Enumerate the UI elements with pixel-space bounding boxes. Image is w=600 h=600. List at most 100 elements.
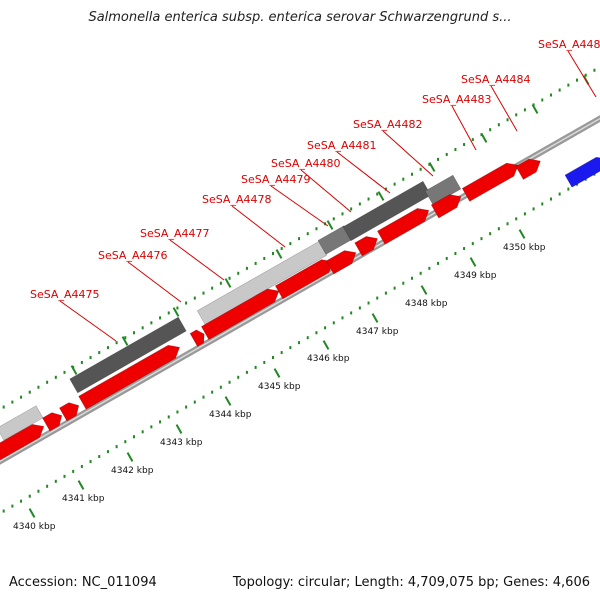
minor-tick bbox=[124, 336, 127, 340]
minor-tick bbox=[471, 242, 474, 246]
cds-arrow bbox=[189, 329, 205, 347]
minor-tick bbox=[80, 464, 83, 468]
gene-label: SeSA_A4478 bbox=[202, 193, 271, 206]
cds-arrow bbox=[515, 158, 541, 180]
kbp-tick-label: 4350 kbp bbox=[503, 243, 546, 253]
minor-tick bbox=[306, 232, 309, 236]
minor-tick bbox=[393, 182, 396, 186]
minor-tick bbox=[20, 499, 23, 503]
minor-tick bbox=[332, 217, 335, 221]
minor-tick bbox=[63, 370, 66, 374]
minor-tick bbox=[384, 187, 387, 191]
major-tick bbox=[371, 313, 379, 323]
minor-tick bbox=[558, 88, 561, 92]
cds-arrow-shape bbox=[200, 288, 280, 340]
minor-tick bbox=[271, 356, 274, 360]
gene-label: SeSA_A4484 bbox=[461, 73, 530, 86]
kbp-tick-label: 4340 kbp bbox=[13, 522, 56, 532]
minor-tick bbox=[497, 123, 500, 127]
major-tick bbox=[224, 396, 232, 406]
cds-arrow bbox=[78, 344, 181, 410]
gene-leader-line bbox=[270, 185, 329, 227]
minor-tick bbox=[289, 242, 292, 246]
minor-tick bbox=[515, 217, 518, 221]
minor-tick bbox=[480, 237, 483, 241]
major-tick bbox=[518, 229, 526, 239]
minor-tick bbox=[237, 271, 240, 275]
major-tick bbox=[121, 336, 129, 346]
minor-tick bbox=[454, 251, 457, 255]
kbp-tick-label: 4348 kbp bbox=[405, 299, 448, 309]
minor-tick bbox=[558, 192, 561, 196]
minor-tick bbox=[593, 68, 596, 72]
minor-tick bbox=[202, 291, 205, 295]
gene-leader-line bbox=[451, 105, 477, 151]
major-tick bbox=[77, 480, 85, 490]
minor-tick bbox=[445, 152, 448, 156]
gene-label: SeSA_A4482 bbox=[353, 118, 422, 131]
gc-segment bbox=[69, 316, 187, 394]
gene-label: SeSA_A4483 bbox=[422, 93, 491, 106]
major-tick bbox=[172, 307, 180, 317]
minor-tick bbox=[419, 271, 422, 275]
minor-tick bbox=[419, 167, 422, 171]
cds-arrow-blue bbox=[564, 156, 600, 188]
cds-arrow bbox=[59, 402, 80, 422]
major-tick bbox=[326, 220, 334, 230]
minor-tick bbox=[280, 351, 283, 355]
gene-label: SeSA_A4486 bbox=[538, 38, 600, 51]
accession-text: Accession: NC_011094 bbox=[9, 575, 157, 590]
major-tick bbox=[273, 368, 281, 378]
minor-tick bbox=[576, 78, 579, 82]
minor-tick bbox=[106, 450, 109, 454]
kbp-tick-label: 4346 kbp bbox=[307, 354, 350, 364]
minor-tick bbox=[254, 365, 257, 369]
major-tick bbox=[126, 452, 134, 462]
map-title: Salmonella enterica subsp. enterica sero… bbox=[88, 10, 512, 25]
gene-label: SeSA_A4479 bbox=[241, 173, 310, 186]
minor-tick bbox=[298, 237, 301, 241]
minor-tick bbox=[245, 266, 248, 270]
minor-tick bbox=[37, 489, 40, 493]
gene-leader-line bbox=[567, 50, 597, 98]
cds-arrow-shape bbox=[189, 329, 205, 347]
minor-tick bbox=[410, 172, 413, 176]
minor-tick bbox=[306, 336, 309, 340]
minor-tick bbox=[384, 291, 387, 295]
minor-tick bbox=[176, 410, 179, 414]
minor-tick bbox=[463, 143, 466, 147]
major-tick bbox=[224, 278, 232, 288]
cds-arrow-blue-shape bbox=[564, 156, 600, 188]
minor-tick bbox=[193, 296, 196, 300]
minor-tick bbox=[523, 212, 526, 216]
minor-tick bbox=[150, 321, 153, 325]
minor-tick bbox=[167, 415, 170, 419]
minor-tick bbox=[254, 261, 257, 265]
gene-label: SeSA_A4480 bbox=[271, 157, 340, 170]
cds-arrow bbox=[430, 194, 462, 219]
minor-tick bbox=[228, 276, 231, 280]
kbp-tick-label: 4342 kbp bbox=[111, 466, 154, 476]
cds-arrow bbox=[376, 208, 430, 245]
minor-tick bbox=[506, 222, 509, 226]
gc-segment-shape bbox=[196, 240, 328, 326]
minor-tick bbox=[28, 494, 31, 498]
minor-tick bbox=[489, 128, 492, 132]
minor-tick bbox=[428, 266, 431, 270]
gene-label: SeSA_A4477 bbox=[140, 227, 209, 240]
major-tick bbox=[420, 285, 428, 295]
minor-tick bbox=[271, 252, 274, 256]
major-tick bbox=[70, 365, 78, 375]
gene-leader-line bbox=[169, 239, 225, 281]
minor-tick bbox=[497, 227, 500, 231]
minor-tick bbox=[46, 380, 49, 384]
minor-tick bbox=[219, 385, 222, 389]
cds-arrow-shape bbox=[0, 424, 45, 461]
minor-tick bbox=[37, 385, 40, 389]
cds-arrow-shape bbox=[376, 208, 430, 245]
minor-tick bbox=[106, 346, 109, 350]
minor-tick bbox=[228, 380, 231, 384]
minor-tick bbox=[202, 395, 205, 399]
minor-tick bbox=[98, 351, 101, 355]
